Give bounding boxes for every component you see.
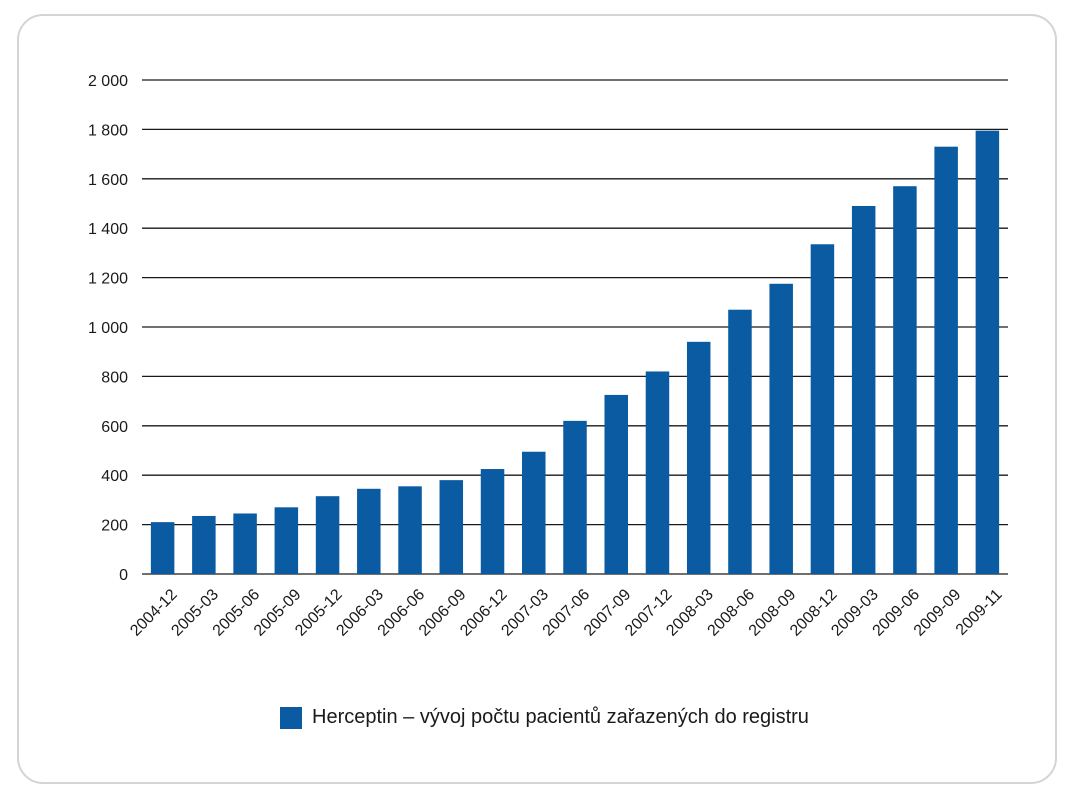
bar [150, 522, 175, 574]
bar [522, 451, 546, 574]
bar [480, 469, 505, 574]
bar [769, 283, 793, 574]
bar [439, 480, 464, 574]
bar [233, 513, 257, 574]
bar [274, 507, 299, 574]
bars [150, 130, 1000, 574]
bar [563, 420, 587, 574]
y-tick-label: 600 [101, 419, 128, 436]
y-tick-label: 1 600 [88, 172, 128, 189]
bar [975, 130, 1000, 574]
bar [686, 341, 711, 574]
bar [645, 371, 670, 574]
bar [398, 486, 422, 574]
x-tick-label: 2009-11 [953, 586, 1006, 639]
y-tick-label: 800 [101, 369, 128, 386]
chart-frame [17, 14, 1057, 784]
bar [604, 394, 628, 574]
y-tick-label: 1 000 [88, 320, 128, 337]
bar [851, 205, 876, 574]
y-tick-label: 400 [101, 468, 128, 485]
x-axis-tick-labels: 2004-122005-032005-062005-092005-122006-… [127, 586, 1005, 640]
bar [315, 496, 340, 574]
bar [357, 488, 381, 574]
y-tick-label: 1 400 [88, 221, 128, 238]
bar [893, 186, 917, 574]
y-tick-label: 200 [101, 518, 128, 535]
bar [728, 309, 752, 574]
bar [934, 146, 958, 574]
y-tick-label: 0 [119, 567, 128, 584]
legend-label: Herceptin – vývoj počtu pacientů zařazen… [312, 706, 809, 728]
y-tick-label: 2 000 [88, 73, 128, 90]
y-tick-label: 1 200 [88, 271, 128, 288]
bar [192, 515, 216, 574]
legend-swatch [280, 706, 302, 729]
y-axis-tick-labels: 0 200 400 600 800 1 000 1 200 1 400 1 600 1 800 2 … [88, 73, 128, 584]
y-tick-label: 1 800 [88, 122, 128, 139]
legend: Herceptin – vývoj počtu pacientů zařazen… [280, 706, 809, 729]
bar [810, 244, 835, 574]
